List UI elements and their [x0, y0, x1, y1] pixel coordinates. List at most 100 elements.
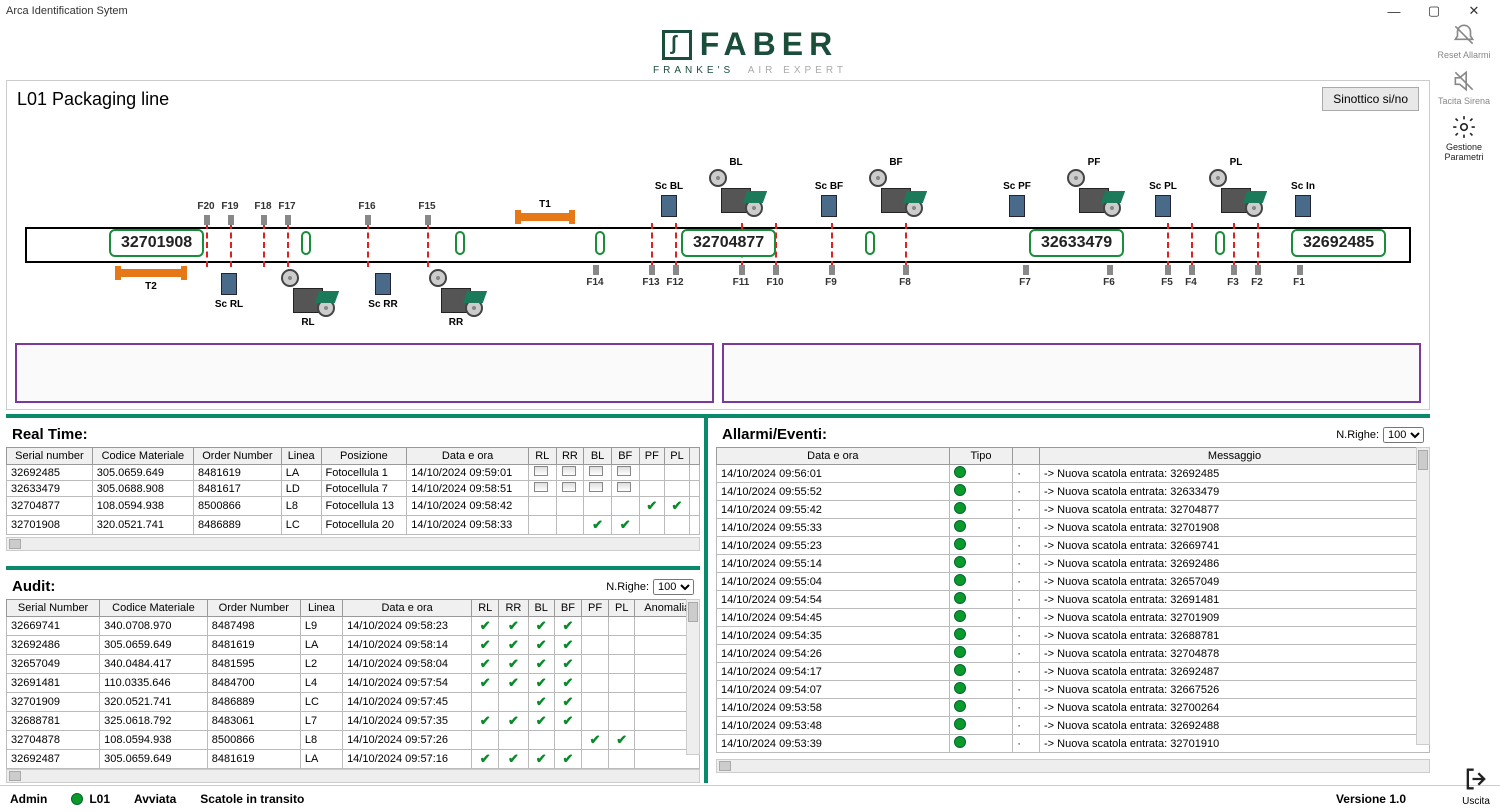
col-header[interactable]	[1013, 448, 1040, 465]
alarms-table[interactable]: Data e oraTipo Messaggio14/10/2024 09:56:…	[716, 447, 1430, 753]
table-row[interactable]: 14/10/2024 09:53:58·-> Nuova scatola ent…	[717, 699, 1430, 717]
table-cell: ✔	[554, 617, 581, 636]
table-row[interactable]: 32704877108.0594.9388500866L8Fotocellula…	[7, 497, 700, 516]
col-header[interactable]: BL	[528, 600, 554, 617]
sensor-mark	[228, 215, 234, 225]
close-button[interactable]: ✕	[1454, 3, 1494, 19]
table-row[interactable]: 14/10/2024 09:55:42·-> Nuova scatola ent…	[717, 501, 1430, 519]
table-cell	[528, 497, 556, 516]
table-row[interactable]: 32701909320.0521.7418486889LC14/10/2024 …	[7, 693, 700, 712]
minimize-button[interactable]: —	[1374, 4, 1414, 19]
col-header[interactable]: PF	[581, 600, 608, 617]
table-row[interactable]: 14/10/2024 09:54:26·-> Nuova scatola ent…	[717, 645, 1430, 663]
table-row[interactable]: 14/10/2024 09:53:39·-> Nuova scatola ent…	[717, 735, 1430, 753]
table-cell	[609, 693, 635, 712]
table-cell	[609, 674, 635, 693]
table-row[interactable]: 14/10/2024 09:54:54·-> Nuova scatola ent…	[717, 591, 1430, 609]
table-row[interactable]: 32692486305.0659.6498481619LA14/10/2024 …	[7, 636, 700, 655]
table-row[interactable]: 14/10/2024 09:54:35·-> Nuova scatola ent…	[717, 627, 1430, 645]
maximize-button[interactable]: ▢	[1414, 3, 1454, 19]
main-area: L01 Packaging line Sinottico si/no F20F1…	[6, 80, 1430, 410]
table-row[interactable]: 14/10/2024 09:56:01·-> Nuova scatola ent…	[717, 465, 1430, 483]
realtime-table[interactable]: Serial numberCodice MaterialeOrder Numbe…	[6, 447, 700, 535]
col-header[interactable]: Data e ora	[717, 448, 950, 465]
col-header[interactable]: Order Number	[207, 600, 300, 617]
audit-vscroll[interactable]	[686, 599, 700, 755]
col-header[interactable]: Data e ora	[343, 600, 472, 617]
table-row[interactable]: 14/10/2024 09:54:17·-> Nuova scatola ent…	[717, 663, 1430, 681]
realtime-hscroll[interactable]	[6, 537, 700, 551]
table-row[interactable]: 32688781325.0618.7928483061L714/10/2024 …	[7, 712, 700, 731]
table-cell: 108.0594.938	[100, 731, 208, 750]
col-header[interactable]: Linea	[300, 600, 342, 617]
col-header[interactable]: Order Number	[194, 448, 282, 465]
sinottico-toggle-button[interactable]: Sinottico si/no	[1322, 87, 1419, 111]
table-cell: ·	[1013, 465, 1040, 483]
sensor-mark	[1297, 265, 1303, 275]
table-cell	[949, 681, 1013, 699]
sensor-label: F12	[666, 277, 683, 288]
table-row[interactable]: 14/10/2024 09:53:48·-> Nuova scatola ent…	[717, 717, 1430, 735]
col-header[interactable]: Tipo	[949, 448, 1013, 465]
col-header[interactable]: BF	[554, 600, 581, 617]
table-cell: 14/10/2024 09:54:17	[717, 663, 950, 681]
col-header[interactable]: RL	[528, 448, 556, 465]
table-cell: 32701909	[7, 693, 100, 712]
col-header[interactable]: PF	[639, 448, 665, 465]
col-header[interactable]: Serial Number	[7, 600, 100, 617]
table-row[interactable]: 32657049340.0484.4178481595L214/10/2024 …	[7, 655, 700, 674]
manage-params-button[interactable]: Gestione Parametri	[1434, 114, 1494, 162]
table-cell	[611, 465, 639, 481]
col-header[interactable]: RR	[556, 448, 584, 465]
col-header[interactable]: BF	[611, 448, 639, 465]
col-header[interactable]	[689, 448, 699, 465]
table-cell: ✔	[472, 636, 499, 655]
table-row[interactable]: 32633479305.0688.9088481617LDFotocellula…	[7, 481, 700, 497]
table-row[interactable]: 32691481110.0335.6468484700L414/10/2024 …	[7, 674, 700, 693]
audit-hscroll[interactable]	[6, 769, 700, 783]
table-cell: ✔	[472, 750, 499, 769]
table-row[interactable]: 14/10/2024 09:55:23·-> Nuova scatola ent…	[717, 537, 1430, 555]
mute-siren-button[interactable]: Tacita Sirena	[1434, 68, 1494, 106]
alarms-vscroll[interactable]	[1416, 447, 1430, 745]
audit-righe-select[interactable]: 100	[653, 579, 694, 595]
table-cell	[581, 636, 608, 655]
table-row[interactable]: 14/10/2024 09:55:33·-> Nuova scatola ent…	[717, 519, 1430, 537]
table-cell: ✔	[584, 516, 612, 535]
col-header[interactable]: Messaggio	[1040, 448, 1430, 465]
col-header[interactable]: BL	[584, 448, 612, 465]
scanner-label: Sc PF	[1003, 181, 1031, 192]
col-header[interactable]: RL	[472, 600, 499, 617]
col-header[interactable]: PL	[665, 448, 690, 465]
table-row[interactable]: 32704878108.0594.9388500866L814/10/2024 …	[7, 731, 700, 750]
col-header[interactable]: RR	[499, 600, 528, 617]
table-cell: ·	[1013, 627, 1040, 645]
table-row[interactable]: 32692485305.0659.6498481619LAFotocellula…	[7, 465, 700, 481]
col-header[interactable]: Codice Materiale	[100, 600, 208, 617]
col-header[interactable]: Linea	[281, 448, 321, 465]
table-row[interactable]: 32701908320.0521.7418486889LCFotocellula…	[7, 516, 700, 535]
sensor-mark	[365, 215, 371, 225]
table-row[interactable]: 14/10/2024 09:55:04·-> Nuova scatola ent…	[717, 573, 1430, 591]
audit-table[interactable]: Serial NumberCodice MaterialeOrder Numbe…	[6, 599, 700, 769]
table-cell	[528, 481, 556, 497]
alarms-righe-select[interactable]: 100	[1383, 427, 1424, 443]
table-row[interactable]: 14/10/2024 09:55:52·-> Nuova scatola ent…	[717, 483, 1430, 501]
reset-alarms-button[interactable]: Reset Allarmi	[1434, 22, 1494, 60]
status-dot-icon	[71, 793, 83, 805]
col-header[interactable]: Codice Materiale	[92, 448, 193, 465]
table-row[interactable]: 32692487305.0659.6498481619LA14/10/2024 …	[7, 750, 700, 769]
right-toolbar: Reset Allarmi Tacita Sirena Gestione Par…	[1434, 22, 1494, 170]
col-header[interactable]: Posizione	[321, 448, 407, 465]
table-cell	[581, 674, 608, 693]
table-row[interactable]: 14/10/2024 09:54:07·-> Nuova scatola ent…	[717, 681, 1430, 699]
scanner-icon	[1295, 195, 1311, 217]
col-header[interactable]: PL	[609, 600, 635, 617]
col-header[interactable]: Serial number	[7, 448, 93, 465]
col-header[interactable]: Data e ora	[407, 448, 529, 465]
table-row[interactable]: 32669741340.0708.9708487498L914/10/2024 …	[7, 617, 700, 636]
alarms-hscroll[interactable]	[716, 759, 1430, 773]
table-row[interactable]: 14/10/2024 09:54:45·-> Nuova scatola ent…	[717, 609, 1430, 627]
exit-button[interactable]: Uscita	[1462, 765, 1490, 807]
table-row[interactable]: 14/10/2024 09:55:14·-> Nuova scatola ent…	[717, 555, 1430, 573]
